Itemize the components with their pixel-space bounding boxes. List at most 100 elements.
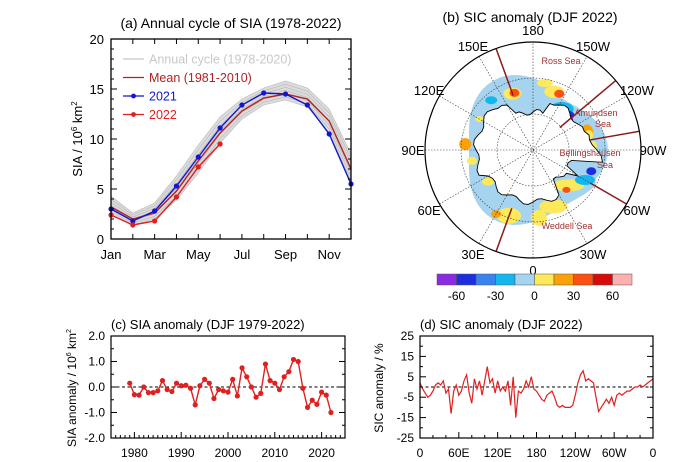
data-point [150,390,156,396]
region-boundary [495,208,513,252]
longitude-label: 0 [529,263,536,278]
data-point [309,397,315,403]
longitude-label: 60E [418,203,441,218]
polar-map: 180 150W 120W 90W 60W 30W 0 30E 60E 90E 120E 150E Ro… [401,23,667,278]
x-tick-label: 120E [484,446,512,460]
annual-cycle-line [110,96,352,224]
longitude-label: 30W [580,247,607,262]
data-point [141,384,147,390]
map-border [424,41,642,259]
region-boundary [589,130,640,141]
data-point [244,374,250,380]
data-point [295,358,301,365]
x-tick-label: Nov [318,247,342,262]
data-point [173,194,180,200]
colorbar-box [436,273,457,286]
colorbar-box [553,273,574,286]
legend-label: 2021 [149,90,177,104]
y-tick-label: 2.0 [88,329,105,343]
data-point [152,218,158,224]
longitude-label: 30E [461,247,484,262]
data-point [206,380,212,386]
data-point [159,378,166,384]
data-point [155,388,161,394]
region-label-amundsen-sea: Amundsen [574,108,617,118]
anomaly-patch [562,186,571,193]
annual-cycle-line [110,83,352,216]
region-boundary [559,80,617,129]
longitude-label: 150E [458,39,489,54]
colorbar-label: 30 [567,289,581,303]
x-tick-label: 1990 [168,446,195,460]
series-line-mean-1981-2010- [110,93,352,220]
data-point [220,388,226,394]
annual-cycle-envelope [110,80,352,226]
colorbar-label: 0 [531,289,538,303]
data-point [258,390,264,396]
annual-cycle-line [110,80,352,214]
y-tick-label: 5 [407,370,414,384]
y-tick-label: 5 [97,182,104,197]
data-point [323,392,329,398]
colorbar-box [612,273,633,286]
data-point [195,154,201,160]
y-tick-label: 25 [401,329,415,343]
panel-a-legend: Annual cycle (1978-2020) Mean (1981-2010)… [123,53,291,122]
data-point [197,383,203,389]
data-point [304,404,311,410]
data-point [248,384,254,390]
x-tick-label: Sep [274,247,297,262]
colorbar-box [475,273,496,286]
panel-d-sic-anomaly: (d) SIC anomaly (DJF 2022) -25 -15 -5 5 15 25… [372,317,657,460]
y-tick-label: -2.0 [84,431,105,445]
data-point [314,401,320,407]
panel-a-title: (a) Annual cycle of SIA (1978-2022) [120,15,341,31]
data-point [234,393,240,399]
y-tick-label: -1.0 [84,406,105,420]
data-point [130,222,136,228]
x-tick-label: 2000 [215,446,242,460]
legend-label: 2022 [149,108,177,122]
anomaly-patch [536,79,553,88]
colorbar-box [514,273,535,286]
panel-a-ticks: 0 5 10 15 20 Jan Mar May Jul Sep Nov [90,32,352,262]
y-tick-label: -25 [397,431,415,445]
y-tick-label: 15 [401,349,415,363]
panel-b-title: (b) SIC anomaly (DJF 2022) [442,9,617,25]
panel-c-sia-anomaly: (c) SIA anomaly (DJF 1979-2022) -2.0 -1.0… [65,317,346,460]
data-point [225,389,231,395]
colorbar-box [456,273,477,286]
panel-d-title: (d) SIC anomaly (DJF 2022) [420,317,583,332]
data-point [290,356,297,363]
longitude-label: 90E [401,143,424,158]
x-tick-label: 0 [417,446,424,460]
anomaly-patch [459,138,472,151]
y-tick-label: -15 [397,411,415,425]
x-tick-label: May [186,247,211,262]
colorbar-label: -60 [448,289,466,303]
data-point [300,385,306,391]
x-tick-label: Jan [101,247,122,262]
annual-cycle-line [110,99,352,226]
data-point [281,374,287,380]
x-tick-label: 1980 [121,446,148,460]
y-tick-label: 15 [90,82,104,97]
meridian [478,56,588,244]
data-point [216,386,222,393]
region-label-bellingshausen-sea: Sea [597,160,613,170]
data-point [131,392,137,398]
colorbar: -60 -30 0 30 60 [436,273,633,303]
x-tick-label: 60E [448,446,469,460]
data-point [253,394,259,400]
legend-label: Mean (1981-2010) [149,71,252,85]
region-boundary [495,48,514,96]
legend-marker [131,112,136,117]
longitude-label: 120W [620,83,655,98]
longitude-label: 90W [640,143,667,158]
data-point [261,90,267,96]
x-tick-label: Jul [234,247,251,262]
data-point [178,383,184,389]
anomaly-patch [586,167,597,176]
data-point [145,390,152,396]
